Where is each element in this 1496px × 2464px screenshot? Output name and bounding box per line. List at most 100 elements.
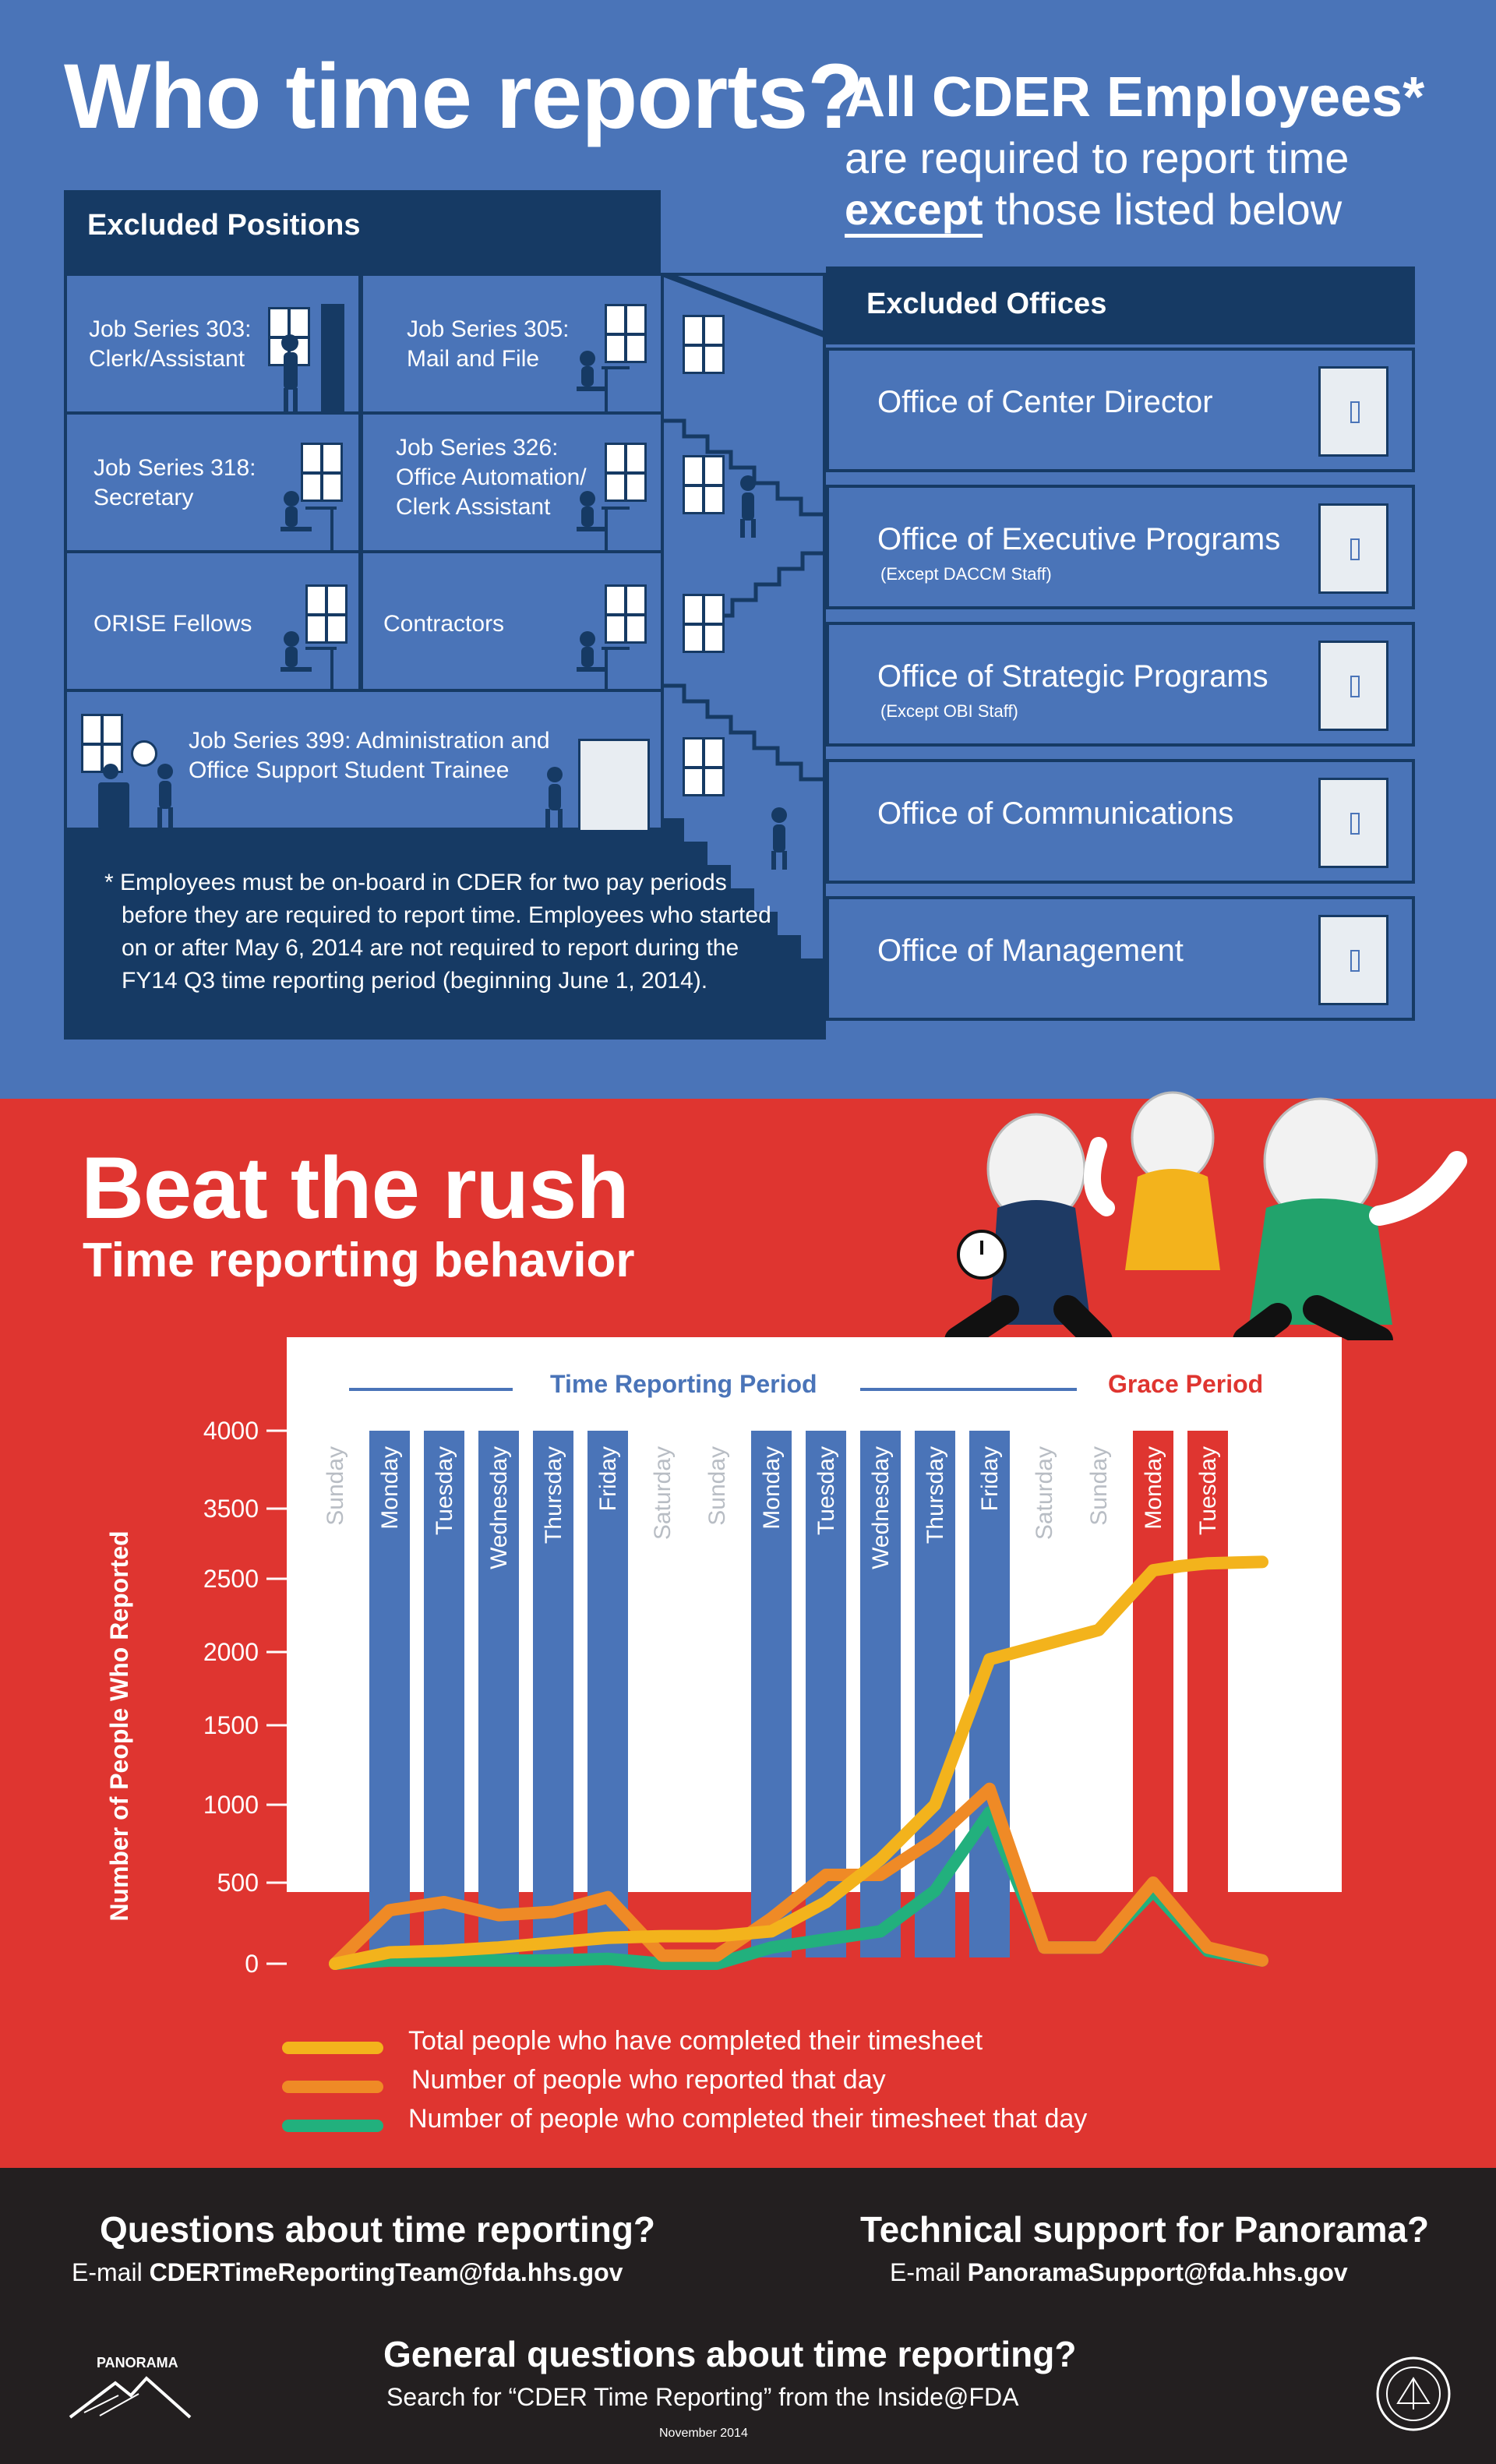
except-rest: those listed below <box>995 185 1343 234</box>
office-strategic-programs: Office of Strategic Programs (Except OBI… <box>826 622 1415 747</box>
tech-support-title: Technical support for Panorama? <box>860 2209 1430 2250</box>
eligibility-footnote: * Employees must be on-board in CDER for… <box>104 870 771 994</box>
door-icon <box>1318 778 1388 868</box>
y-tick-label: 3500 <box>203 1495 259 1523</box>
door-icon <box>1318 641 1388 731</box>
email-prefix: E-mail <box>72 2258 143 2286</box>
stair-climber-silhouettes <box>740 475 787 870</box>
completed-that-day-line <box>329 1806 1268 1970</box>
beat-rush-title: Beat the rush <box>81 1139 630 1237</box>
position-label: Job Series 305: Mail and File <box>407 316 570 372</box>
required-line: are required to report time <box>845 133 1350 182</box>
all-cder-heading: All CDER Employees* <box>845 66 1425 129</box>
period-day-bar <box>533 1431 573 1957</box>
position-label: Job Series 318: Secretary <box>94 455 256 510</box>
legend-swatch-total <box>282 2042 383 2054</box>
door-icon <box>1318 503 1388 594</box>
window <box>605 443 647 502</box>
office-note: (Except DACCM Staff) <box>880 564 1052 584</box>
y-tick-label: 2000 <box>203 1638 259 1666</box>
x-tick-label: Monday <box>759 1446 785 1530</box>
y-tick-label: 4000 <box>203 1417 259 1445</box>
office-name: Office of Executive Programs <box>877 522 1281 556</box>
office-name: Office of Strategic Programs <box>877 659 1268 694</box>
general-questions-title: General questions about time reporting? <box>383 2334 1077 2374</box>
grace-day-bar <box>1187 1431 1228 1957</box>
position-label: Job Series 399: Administration and Offic… <box>189 728 550 783</box>
except-word: except <box>845 185 983 238</box>
period-day-bar <box>369 1431 410 1957</box>
who-reports-section: Who time reports? All CDER Employees* ar… <box>0 0 1496 1099</box>
period-rule-left <box>349 1388 513 1391</box>
y-tick-label: 2500 <box>203 1565 259 1593</box>
reported-that-day-line <box>329 1782 1268 1970</box>
position-label: ORISE Fellows <box>94 611 252 637</box>
legend-completed: Number of people who completed their tim… <box>408 2104 1088 2134</box>
room-job-305: Job Series 305: Mail and File <box>360 273 664 415</box>
window <box>305 584 348 644</box>
x-tick-label: Friday <box>595 1446 621 1511</box>
grace-day-bar <box>1133 1431 1173 1957</box>
office-note: (Except OBI Staff) <box>880 701 1018 721</box>
office-name: Office of Center Director <box>877 385 1213 419</box>
period-day-bar <box>424 1431 464 1957</box>
excluded-positions-heading: Excluded Positions <box>64 190 661 268</box>
total-completed-line <box>329 1555 1268 1970</box>
hhs-seal-icon <box>1376 2356 1451 2431</box>
running-people-illustration <box>944 1091 1467 1340</box>
time-reporting-line-chart: Sunday Monday Tuesday Wednesday Thursday Frid… <box>105 1417 1268 1978</box>
legend-swatch-completed <box>282 2120 383 2132</box>
time-reporting-email-link[interactable]: CDERTimeReportingTeam@fda.hhs.gov <box>149 2258 623 2286</box>
window <box>605 584 647 644</box>
position-label: Contractors <box>383 611 505 637</box>
door-icon <box>321 304 344 413</box>
x-tick-label: Saturday <box>650 1446 676 1540</box>
period-day-bar <box>478 1431 519 1957</box>
office-center-director: Office of Center Director <box>826 348 1415 472</box>
legend-swatch-reported <box>282 2081 383 2093</box>
window <box>81 714 123 773</box>
grace-period-label: Grace Period <box>1108 1370 1264 1398</box>
position-label: Job Series 326: Office Automation/ Clerk… <box>396 435 587 520</box>
x-tick-label: Tuesday <box>432 1446 457 1535</box>
x-tick-label: Sunday <box>1086 1446 1112 1526</box>
office-name: Office of Communications <box>877 796 1234 831</box>
publication-date: November 2014 <box>659 2427 748 2440</box>
office-worker-silhouettes <box>98 334 630 832</box>
position-label: Job Series 303: Clerk/Assistant <box>89 316 252 372</box>
inside-fda-search-hint: Search for “CDER Time Reporting” from th… <box>386 2383 1019 2411</box>
clock-icon <box>131 740 157 767</box>
window <box>683 594 725 653</box>
x-tick-label: Wednesday <box>486 1446 512 1569</box>
y-tick-label: 1500 <box>203 1711 259 1739</box>
office-management: Office of Management <box>826 896 1415 1021</box>
x-tick-label: Thursday <box>541 1446 566 1544</box>
y-tick-label: 1000 <box>203 1791 259 1819</box>
room-orise: ORISE Fellows <box>64 550 362 692</box>
x-tick-label: Sunday <box>323 1446 348 1526</box>
period-day-bar <box>587 1431 628 1957</box>
window <box>301 443 343 502</box>
window <box>605 304 647 363</box>
contact-footer: Questions about time reporting? E-mail C… <box>0 2168 1496 2464</box>
y-tick-label: 0 <box>245 1950 259 1978</box>
panorama-support-email-link[interactable]: PanoramaSupport@fda.hhs.gov <box>967 2258 1348 2286</box>
y-tick-label: 500 <box>217 1869 259 1897</box>
window <box>683 737 725 796</box>
period-day-bar <box>751 1431 792 1957</box>
email-prefix: E-mail <box>890 2258 961 2286</box>
door-icon <box>578 739 650 832</box>
excluded-offices-heading: Excluded Offices <box>826 267 1415 344</box>
room-contractors: Contractors <box>360 550 664 692</box>
panorama-logo-icon <box>69 2376 192 2419</box>
x-tick-label: Tuesday <box>813 1446 839 1535</box>
page-title: Who time reports? <box>64 45 863 148</box>
room-job-399: Job Series 399: Administration and Offic… <box>64 689 664 832</box>
x-tick-label: Tuesday <box>1195 1446 1221 1535</box>
legend-reported: Number of people who reported that day <box>411 2065 886 2095</box>
x-tick-label: Monday <box>377 1446 403 1530</box>
questions-title: Questions about time reporting? <box>100 2209 656 2250</box>
office-executive-programs: Office of Executive Programs (Except DAC… <box>826 485 1415 609</box>
window <box>683 455 725 514</box>
x-tick-label: Saturday <box>1032 1446 1057 1540</box>
